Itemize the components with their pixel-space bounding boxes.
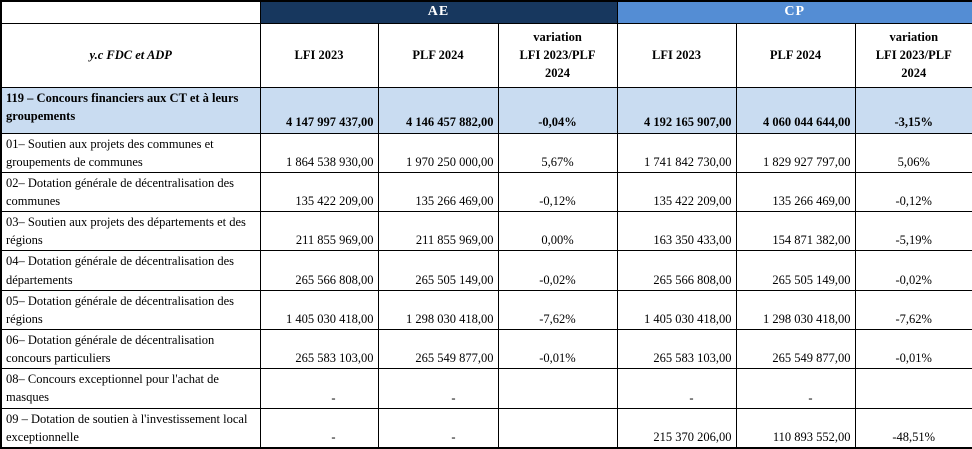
cell-ae-variation: -0,01% xyxy=(497,329,618,370)
cell-cp-variation: -7,62% xyxy=(854,289,972,331)
cell-ae-lfi: 1 405 030 418,00 xyxy=(259,289,379,331)
cell-ae-variation: -0,02% xyxy=(497,250,618,291)
table-row-08: 08– Concours exceptionnel pour l'achat d… xyxy=(0,368,972,409)
cell-cp-variation xyxy=(854,368,972,409)
cell-cp-lfi: 265 583 103,00 xyxy=(616,329,737,370)
cell-cp-variation: -3,15% xyxy=(854,86,972,134)
table-row-09: 09 – Dotation de soutien à l'investissem… xyxy=(0,407,972,449)
cell-ae-plf: - xyxy=(377,368,499,409)
cell-ae-lfi: 265 566 808,00 xyxy=(259,250,379,291)
cell-cp-lfi: - xyxy=(616,368,737,409)
cell-cp-plf: 265 505 149,00 xyxy=(735,250,856,291)
cell-ae-plf: 1 298 030 418,00 xyxy=(377,289,499,331)
table-row-119-total: 119 – Concours financiers aux CT et à le… xyxy=(0,86,972,134)
corner-label: y.c FDC et ADP xyxy=(0,22,261,88)
group-header-cp: CP xyxy=(616,0,972,24)
table-row-02: 02– Dotation générale de décentralisatio… xyxy=(0,171,972,213)
cell-cp-variation: 5,06% xyxy=(854,132,972,173)
row-label: 06– Dotation générale de décentralisatio… xyxy=(0,329,261,370)
cell-ae-lfi: 211 855 969,00 xyxy=(259,211,379,252)
cell-ae-variation xyxy=(497,368,618,409)
row-label: 119 – Concours financiers aux CT et à le… xyxy=(0,86,261,134)
cell-ae-lfi: 265 583 103,00 xyxy=(259,329,379,370)
cell-cp-variation: -0,12% xyxy=(854,171,972,213)
row-label: 04– Dotation générale de décentralisatio… xyxy=(0,250,261,291)
group-header-row: AE CP xyxy=(0,0,972,24)
column-header-ae-lfi-2023: LFI 2023 xyxy=(259,22,379,88)
row-label: 02– Dotation générale de décentralisatio… xyxy=(0,171,261,213)
cell-ae-plf: 135 266 469,00 xyxy=(377,171,499,213)
cell-cp-lfi: 1 405 030 418,00 xyxy=(616,289,737,331)
cell-ae-lfi: 1 864 538 930,00 xyxy=(259,132,379,173)
row-label: 09 – Dotation de soutien à l'investissem… xyxy=(0,407,261,449)
cell-cp-lfi: 215 370 206,00 xyxy=(616,407,737,449)
cell-ae-lfi: 135 422 209,00 xyxy=(259,171,379,213)
table-row-03: 03– Soutien aux projets des départements… xyxy=(0,211,972,252)
cell-cp-plf: 1 829 927 797,00 xyxy=(735,132,856,173)
cell-cp-variation: -0,01% xyxy=(854,329,972,370)
column-header-cp-plf-2024: PLF 2024 xyxy=(735,22,856,88)
cell-ae-lfi: - xyxy=(259,368,379,409)
cell-cp-plf: 135 266 469,00 xyxy=(735,171,856,213)
table-row-05: 05– Dotation générale de décentralisatio… xyxy=(0,289,972,331)
table-row-01: 01– Soutien aux projets des communes et … xyxy=(0,132,972,173)
cell-ae-variation: -0,12% xyxy=(497,171,618,213)
cell-ae-plf: 1 970 250 000,00 xyxy=(377,132,499,173)
cell-ae-plf: 265 505 149,00 xyxy=(377,250,499,291)
cell-cp-plf: - xyxy=(735,368,856,409)
row-label: 08– Concours exceptionnel pour l'achat d… xyxy=(0,368,261,409)
cell-cp-variation: -0,02% xyxy=(854,250,972,291)
cell-ae-variation: 0,00% xyxy=(497,211,618,252)
cell-cp-plf: 4 060 044 644,00 xyxy=(735,86,856,134)
cell-ae-plf: - xyxy=(377,407,499,449)
cell-cp-plf: 110 893 552,00 xyxy=(735,407,856,449)
group-header-ae: AE xyxy=(259,0,618,24)
row-label: 01– Soutien aux projets des communes et … xyxy=(0,132,261,173)
cell-cp-plf: 1 298 030 418,00 xyxy=(735,289,856,331)
cell-cp-lfi: 135 422 209,00 xyxy=(616,171,737,213)
cell-cp-variation: -48,51% xyxy=(854,407,972,449)
cell-cp-lfi: 4 192 165 907,00 xyxy=(616,86,737,134)
column-header-ae-variation: variation LFI 2023/PLF 2024 xyxy=(497,22,618,88)
row-label: 03– Soutien aux projets des départements… xyxy=(0,211,261,252)
cell-ae-plf: 265 549 877,00 xyxy=(377,329,499,370)
cell-cp-plf: 154 871 382,00 xyxy=(735,211,856,252)
cell-cp-lfi: 265 566 808,00 xyxy=(616,250,737,291)
corner-empty-cell xyxy=(0,0,261,24)
table-row-06: 06– Dotation générale de décentralisatio… xyxy=(0,329,972,370)
cell-ae-lfi: - xyxy=(259,407,379,449)
cell-cp-variation: -5,19% xyxy=(854,211,972,252)
row-label: 05– Dotation générale de décentralisatio… xyxy=(0,289,261,331)
cell-ae-variation xyxy=(497,407,618,449)
column-header-cp-variation: variation LFI 2023/PLF 2024 xyxy=(854,22,972,88)
column-header-cp-lfi-2023: LFI 2023 xyxy=(616,22,737,88)
cell-ae-plf: 4 146 457 882,00 xyxy=(377,86,499,134)
cell-ae-plf: 211 855 969,00 xyxy=(377,211,499,252)
cell-ae-variation: -7,62% xyxy=(497,289,618,331)
table-row-04: 04– Dotation générale de décentralisatio… xyxy=(0,250,972,291)
cell-cp-lfi: 1 741 842 730,00 xyxy=(616,132,737,173)
cell-cp-lfi: 163 350 433,00 xyxy=(616,211,737,252)
column-header-row: y.c FDC et ADP LFI 2023 PLF 2024 variati… xyxy=(0,22,972,88)
cell-ae-lfi: 4 147 997 437,00 xyxy=(259,86,379,134)
cell-cp-plf: 265 549 877,00 xyxy=(735,329,856,370)
cell-ae-variation: 5,67% xyxy=(497,132,618,173)
cell-ae-variation: -0,04% xyxy=(497,86,618,134)
column-header-ae-plf-2024: PLF 2024 xyxy=(377,22,499,88)
